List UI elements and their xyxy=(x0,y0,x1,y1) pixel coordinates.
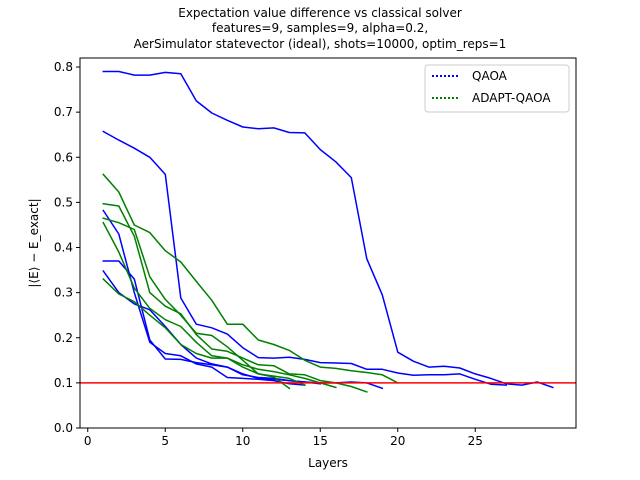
legend-qaoa-label: QAOA xyxy=(472,69,508,83)
chart-title-line-1: Expectation value difference vs classica… xyxy=(178,6,462,20)
y-tick-label: 0.4 xyxy=(54,241,73,255)
legend-frame xyxy=(424,64,570,113)
x-axis-ticks: 0 5 10 15 20 25 xyxy=(84,428,483,448)
series-line-adapt-qaoa-run-5 xyxy=(102,278,306,387)
x-tick-label: 20 xyxy=(390,434,405,448)
series-line-qaoa-run-3 xyxy=(102,209,306,386)
x-tick-label: 25 xyxy=(468,434,483,448)
legend: QAOA ADAPT-QAOA xyxy=(424,64,570,113)
x-tick-label: 10 xyxy=(235,434,250,448)
x-tick-label: 5 xyxy=(161,434,169,448)
y-tick-label: 0.2 xyxy=(54,331,73,345)
y-tick-label: 0.6 xyxy=(54,150,73,164)
y-tick-label: 0.1 xyxy=(54,376,73,390)
series-line-adapt-qaoa-run-1 xyxy=(102,173,399,384)
y-axis-ticks: 0.0 0.1 0.2 0.3 0.4 0.5 0.6 0.7 0.8 xyxy=(54,60,80,435)
x-tick-label: 0 xyxy=(84,434,92,448)
y-tick-label: 0.8 xyxy=(54,60,73,74)
series-line-qaoa-run-2 xyxy=(102,130,508,386)
y-tick-label: 0.5 xyxy=(54,195,73,209)
y-axis-label: |⟨E⟩ − E_exact| xyxy=(27,198,41,287)
y-tick-label: 0.0 xyxy=(54,421,73,435)
x-axis-label: Layers xyxy=(308,456,348,470)
y-tick-label: 0.3 xyxy=(54,286,73,300)
y-tick-label: 0.7 xyxy=(54,105,73,119)
x-tick-label: 15 xyxy=(313,434,328,448)
legend-adapt-qaoa-label: ADAPT-QAOA xyxy=(472,91,551,105)
chart-title-line-2: features=9, samples=9, alpha=0.2, xyxy=(212,21,428,35)
series-layer xyxy=(102,70,554,393)
series-line-adapt-qaoa-run-2 xyxy=(102,202,368,393)
plot-area-frame xyxy=(79,57,577,429)
series-line-qaoa-run-1 xyxy=(102,70,554,389)
chart-title-line-3: AerSimulator statevector (ideal), shots=… xyxy=(134,37,507,51)
series-line-adapt-qaoa-run-4 xyxy=(102,221,337,389)
